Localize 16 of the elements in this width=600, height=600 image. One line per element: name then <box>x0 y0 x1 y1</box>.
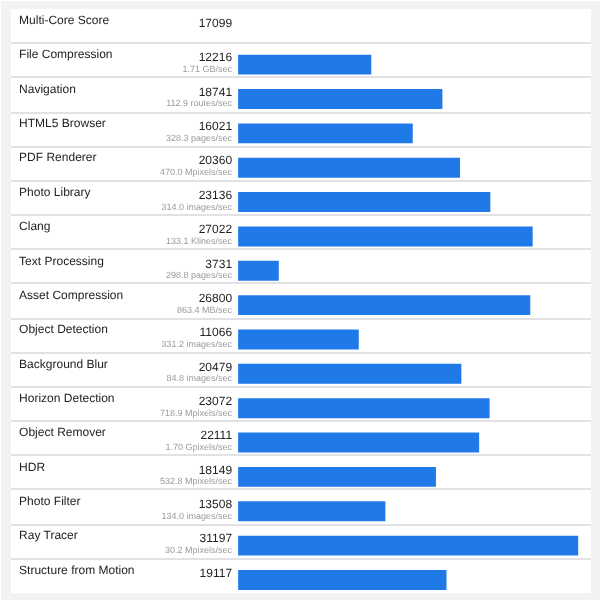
bar <box>238 569 447 590</box>
bar <box>238 501 386 522</box>
bar <box>238 363 462 384</box>
bar <box>238 535 579 556</box>
bar <box>238 54 372 75</box>
bar <box>238 192 491 213</box>
bar <box>238 260 279 281</box>
bar <box>238 226 533 247</box>
bar <box>238 329 359 350</box>
bar <box>238 89 443 109</box>
bar <box>238 432 480 453</box>
bar <box>238 123 413 144</box>
bar <box>238 295 531 316</box>
bar <box>238 466 436 487</box>
bar <box>238 157 461 178</box>
bar <box>238 398 490 419</box>
